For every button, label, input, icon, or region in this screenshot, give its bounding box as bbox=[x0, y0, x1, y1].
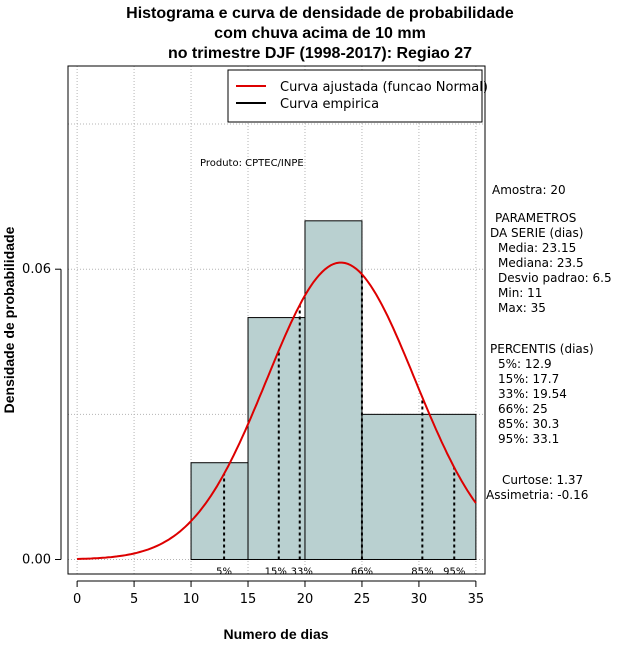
percentile-label: 95% bbox=[443, 566, 465, 577]
y-axis-title: Densidade de probabilidade bbox=[1, 226, 17, 413]
y-tick-label: 0.06 bbox=[22, 262, 51, 277]
param-mean: Media: 23.15 bbox=[498, 241, 577, 255]
x-tick-label: 10 bbox=[183, 592, 200, 607]
percentile-95: 95%: 33.1 bbox=[498, 432, 560, 446]
chart-title-line-2: com chuva acima de 10 mm bbox=[214, 25, 426, 42]
x-tick-label: 0 bbox=[73, 592, 81, 607]
param-sd: Desvio padrao: 6.5 bbox=[498, 271, 612, 285]
params-heading-2: DA SERIE (dias) bbox=[490, 226, 584, 240]
percentile-66: 66%: 25 bbox=[498, 402, 548, 416]
x-tick-label: 20 bbox=[297, 592, 314, 607]
legend-label-empirical: Curva empirica bbox=[280, 97, 379, 112]
histogram-bar bbox=[361, 413, 477, 560]
percentile-label: 66% bbox=[351, 566, 373, 577]
x-tick-label: 15 bbox=[240, 592, 257, 607]
percentile-label: 15% bbox=[265, 566, 287, 577]
param-min: Min: 11 bbox=[498, 286, 543, 300]
plot-frame bbox=[67, 65, 486, 575]
kurtosis: Curtose: 1.37 bbox=[502, 473, 584, 487]
x-axis-title: Numero de dias bbox=[223, 626, 328, 642]
x-tick-label: 25 bbox=[354, 592, 371, 607]
x-tick-label: 30 bbox=[411, 592, 428, 607]
percentile-15: 15%: 17.7 bbox=[498, 372, 560, 386]
params-heading-1: PARAMETROS bbox=[495, 211, 577, 225]
percentile-85: 85%: 30.3 bbox=[498, 417, 560, 431]
percentile-label: 33% bbox=[291, 566, 313, 577]
percentile-33: 33%: 19.54 bbox=[498, 387, 567, 401]
skewness: Assimetria: -0.16 bbox=[486, 488, 589, 502]
sample-size: Amostra: 20 bbox=[492, 183, 566, 197]
param-median: Mediana: 23.5 bbox=[498, 256, 584, 270]
chart-title-line-1: Histograma e curva de densidade de proba… bbox=[126, 5, 514, 22]
percentile-label: 5% bbox=[216, 566, 232, 577]
y-tick-label: 0.00 bbox=[22, 552, 51, 567]
legend-box bbox=[227, 69, 483, 123]
legend-label-fitted: Curva ajustada (funcao Normal) bbox=[280, 80, 488, 95]
percentile-5: 5%: 12.9 bbox=[498, 357, 552, 371]
x-tick-label: 35 bbox=[468, 592, 485, 607]
x-tick-label: 5 bbox=[130, 592, 138, 607]
chart-title-line-3: no trimestre DJF (1998-2017): Regiao 27 bbox=[167, 45, 473, 62]
credit-text: Produto: CPTEC/INPE bbox=[200, 158, 304, 169]
param-max: Max: 35 bbox=[498, 301, 546, 315]
fitted-normal-curve bbox=[77, 261, 477, 560]
percentiles-heading: PERCENTIS (dias) bbox=[490, 342, 594, 356]
percentile-label: 85% bbox=[411, 566, 433, 577]
histogram-bar bbox=[304, 220, 363, 560]
